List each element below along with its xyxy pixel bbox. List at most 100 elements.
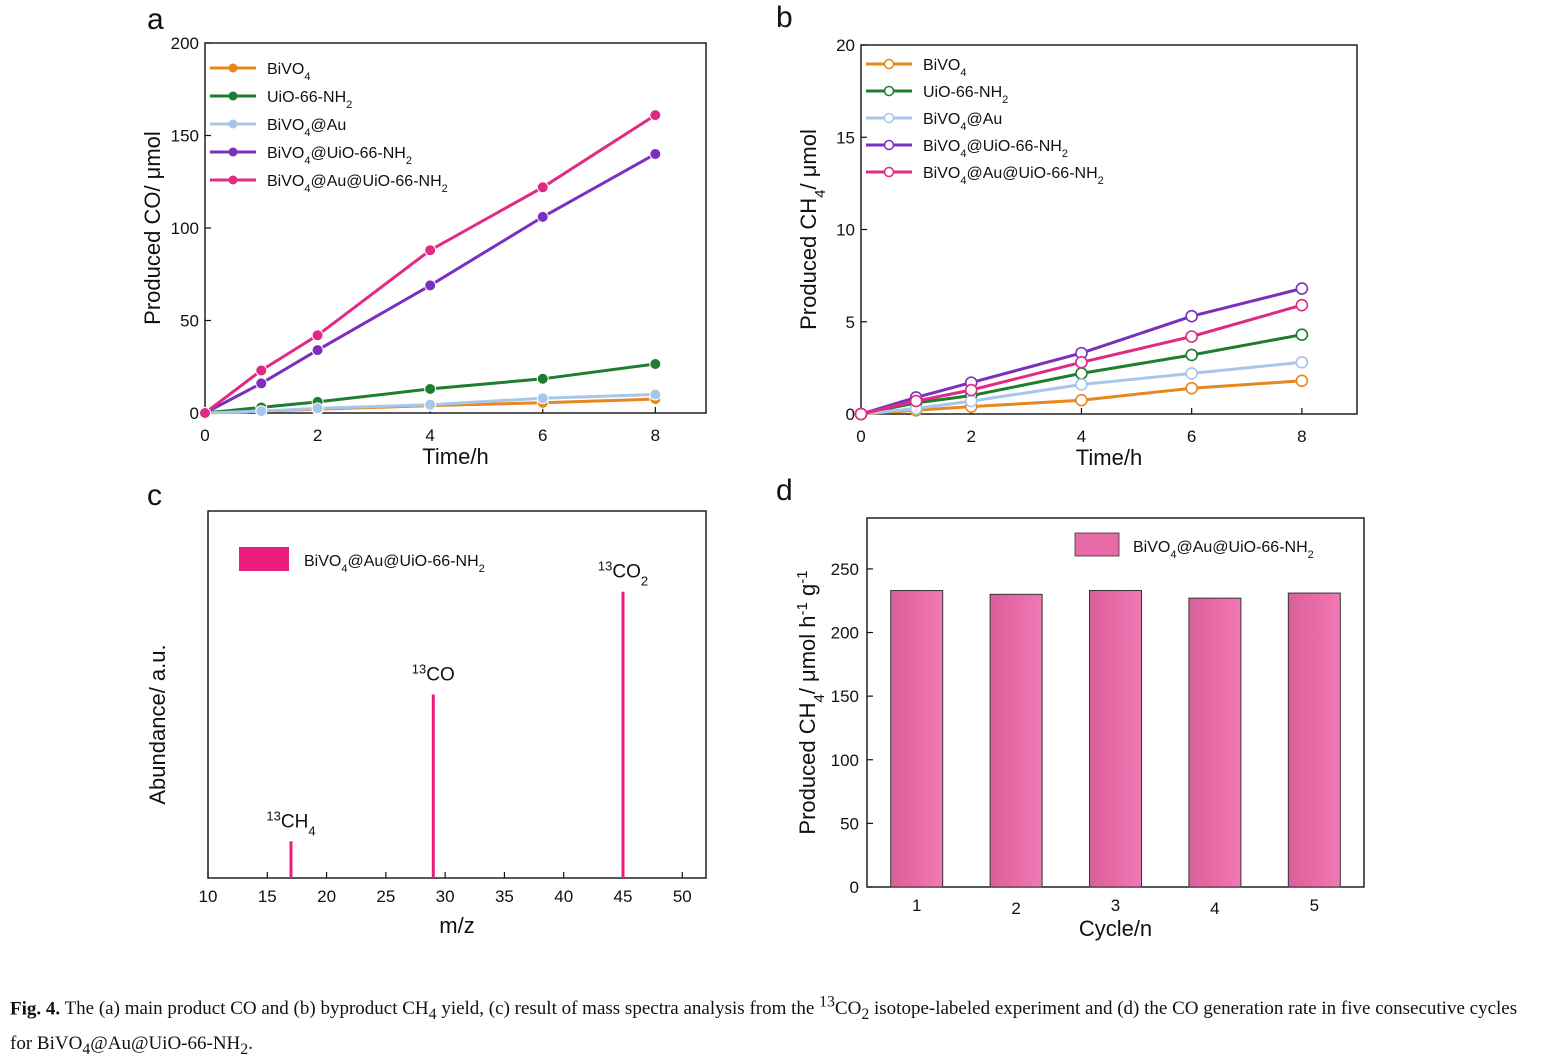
data-point [1185,381,1198,395]
legend-swatch-marker [228,63,238,73]
series-line-BiVO4UiO [860,287,1303,416]
data-point [199,407,211,419]
y-tick-label: 200 [171,34,199,53]
x-tick-label: 45 [614,887,633,906]
legend-label: BiVO4@UiO-66-NH2 [923,138,1068,160]
legend-label: BiVO4@UiO-66-NH2 [267,145,412,167]
x-tick-label: 8 [651,426,660,445]
y-tick-label: 50 [180,312,199,331]
legend-label: BiVO4@Au@UiO-66-NH2 [1133,539,1314,561]
data-point [311,402,324,415]
data-point [649,388,662,401]
plot-frame [207,510,707,879]
x-tick-label: 0 [856,427,865,446]
data-point [649,357,662,370]
legend-label: BiVO4@Au@UiO-66-NH2 [923,165,1104,187]
panel-letter-a: a [147,3,164,36]
legend-swatch [1074,532,1120,557]
legend-label: BiVO4@Au@UiO-66-NH2 [304,553,485,575]
x-tick-label: 25 [376,887,395,906]
data-point [424,279,437,292]
legend-label: UiO-66-NH2 [267,89,352,111]
data-point [536,372,549,385]
data-point [255,364,268,377]
x-tick-label: 50 [673,887,692,906]
bar-cycle-4 [1188,597,1242,888]
y-tick-label: 0 [190,404,199,423]
legend-swatch-marker [883,139,895,151]
peak-label: 13CO [412,661,455,686]
x-tick-label: 40 [554,887,573,906]
y-axis-label: Produced CO/ μmol [140,131,165,325]
figure-caption: Fig. 4. The (a) main product CO and (b) … [10,988,1535,1064]
series-line-BiVO4AuUiO [204,113,657,415]
data-point [1075,393,1088,407]
y-tick-label: 150 [831,687,859,706]
panel-c: c 10 15 20 25 30 35 40 45 50 m/z Abundance/ a.u. 13C… [145,479,707,938]
legend-swatch-marker [883,85,895,97]
bar-cycle-1 [890,590,944,888]
data-point [649,148,662,160]
legend-swatch-marker [228,91,238,101]
legend-swatch-marker [228,147,238,157]
y-tick-label: 5 [846,313,855,332]
data-point [649,109,662,122]
data-point [854,407,868,421]
series-line-BiVO4AuUiO [860,303,1303,416]
legend-label: BiVO4 [267,61,310,83]
legend-swatch-marker [228,175,238,185]
x-axis-label: Time/h [1076,445,1142,470]
data-point [536,181,549,194]
bar-cycle-3 [1089,590,1142,888]
legend-swatch-marker [883,166,895,178]
series-line-BiVO4Au [204,393,656,415]
series-line-BiVO4UiO [204,152,657,415]
y-tick-label: 200 [831,624,859,643]
y-tick-label: 50 [840,814,859,833]
data-point [1075,378,1088,391]
y-axis-label: Produced CH4/ μmol [796,129,829,330]
x-tick-label: 4 [1077,427,1086,446]
data-point [424,244,437,257]
x-tick-label: 2 [1011,899,1020,918]
y-tick-label: 15 [836,128,855,147]
y-tick-label: 100 [171,219,199,238]
legend-swatch-marker [883,58,895,70]
data-point [255,377,268,390]
data-point [1295,282,1309,295]
data-point [536,210,549,223]
x-tick-label: 4 [1210,899,1219,918]
x-axis-label: Time/h [422,444,488,469]
x-axis-label: Cycle/n [1079,916,1152,941]
data-point [311,329,324,342]
x-tick-label: 30 [436,887,455,906]
x-tick-label: 2 [966,427,975,446]
data-point [255,405,268,418]
y-axis-label: Abundance/ a.u. [145,644,170,804]
legend-swatch-marker [228,119,238,129]
x-tick-label: 3 [1111,896,1120,915]
x-tick-label: 10 [199,887,218,906]
caption-text: The (a) main product CO and (b) byproduc… [10,994,1518,1058]
data-point [1295,298,1309,312]
data-point [424,398,437,411]
data-point [536,392,549,405]
y-tick-label: 0 [846,405,855,424]
data-point [1295,356,1309,369]
data-point [1185,367,1198,380]
peak-label: 13CO2 [598,558,648,588]
legend-swatch [239,547,289,571]
legend-label: BiVO4@Au@UiO-66-NH2 [267,173,448,195]
y-axis-label: Produced CH4/ μmol h-1 g-1 [794,570,828,834]
data-point [964,394,978,408]
bar-cycle-2 [989,593,1043,888]
x-tick-label: 2 [313,426,322,445]
panel-letter-b: b [776,1,793,34]
data-point [1185,330,1198,343]
x-tick-label: 0 [200,426,209,445]
x-tick-label: 5 [1310,896,1319,915]
x-tick-label: 1 [912,896,921,915]
panel-b: b 0 2 4 6 8 0 5 10 15 20 Time/h Produced CH4/ μmol Bi… [776,1,1358,470]
data-point [1075,356,1088,369]
